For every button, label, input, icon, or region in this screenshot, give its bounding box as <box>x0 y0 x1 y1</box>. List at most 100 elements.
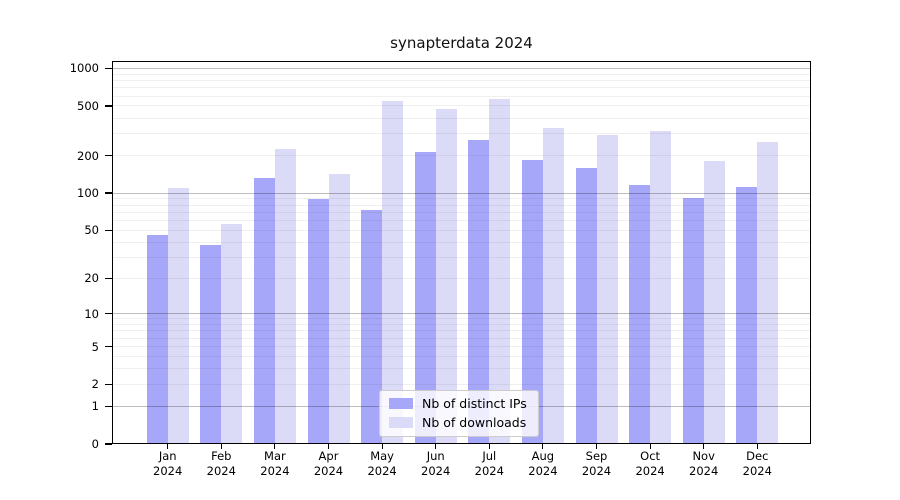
gridline <box>112 133 811 135</box>
x-tick-label-may: May 2024 <box>367 449 397 478</box>
gridline <box>112 192 811 194</box>
y-tick-label-5: 5 <box>91 339 99 354</box>
legend-swatch-downloads-icon <box>389 417 413 428</box>
gridline <box>112 79 811 81</box>
bars-layer <box>112 61 811 444</box>
x-tick-mark <box>488 444 490 449</box>
legend-label-distinct-ips: Nb of distinct IPs <box>422 396 527 411</box>
bar-distinct-ips-sep <box>575 168 597 444</box>
y-tick-mark <box>105 105 112 107</box>
y-tick-label-10: 10 <box>84 306 99 321</box>
y-tick-label-100: 100 <box>77 186 99 201</box>
gridline <box>112 204 811 206</box>
x-tick-mark <box>220 444 222 449</box>
gridline <box>112 368 811 370</box>
gridline <box>112 318 811 320</box>
bar-downloads-apr <box>328 173 350 444</box>
gridline <box>112 355 811 357</box>
gridline <box>112 211 811 213</box>
y-tick-label-1000: 1000 <box>69 61 99 76</box>
gridline <box>112 105 811 107</box>
x-tick-mark <box>703 444 705 449</box>
gridline <box>112 277 811 279</box>
x-tick-label-nov: Nov 2024 <box>689 449 719 478</box>
legend: Nb of distinct IPs Nb of downloads <box>379 390 539 437</box>
gridline <box>112 256 811 258</box>
y-tick-mark <box>105 405 112 407</box>
x-tick-mark <box>756 444 758 449</box>
legend-label-downloads: Nb of downloads <box>422 415 527 430</box>
gridline <box>112 87 811 89</box>
x-tick-label-apr: Apr 2024 <box>313 449 344 478</box>
y-tick-mark <box>105 192 112 194</box>
x-tick-label-mar: Mar 2024 <box>260 449 290 478</box>
bar-downloads-oct <box>650 130 672 444</box>
y-tick-label-500: 500 <box>77 98 99 113</box>
bar-distinct-ips-jul <box>468 140 490 444</box>
x-tick-mark <box>542 444 544 449</box>
y-axis: 1000 500 200 100 50 20 10 5 2 1 0 <box>0 61 99 451</box>
x-axis: Jan 2024 Feb 2024 Mar 2024 Apr 2024 May 2024 Jun 20… <box>0 449 900 489</box>
bar-distinct-ips-aug <box>521 159 543 444</box>
y-tick-label-2: 2 <box>91 377 99 392</box>
bar-downloads-jun <box>435 109 457 444</box>
y-tick-mark <box>105 277 112 280</box>
y-tick-mark <box>105 229 112 231</box>
bar-distinct-ips-may <box>361 209 383 444</box>
gridline <box>112 330 811 332</box>
bar-downloads-mar <box>274 149 296 444</box>
bar-distinct-ips-jan <box>146 234 168 444</box>
x-tick-label-feb: Feb 2024 <box>206 449 236 478</box>
bar-downloads-nov <box>703 161 725 444</box>
chart-title: synapterdata 2024 <box>390 34 533 52</box>
gridline <box>112 95 811 97</box>
bar-downloads-may <box>382 100 404 444</box>
x-tick-mark <box>167 444 169 449</box>
y-tick-label-20: 20 <box>84 271 99 286</box>
y-tick-mark <box>105 67 112 69</box>
gridline <box>112 229 811 231</box>
x-tick-mark <box>435 444 437 449</box>
gridline <box>112 155 811 157</box>
bar-distinct-ips-jun <box>414 152 436 444</box>
bar-downloads-jan <box>167 187 189 444</box>
plot-area <box>112 61 811 444</box>
bar-distinct-ips-mar <box>253 178 275 444</box>
bar-downloads-dec <box>757 141 779 444</box>
gridline <box>112 198 811 200</box>
y-tick-mark <box>105 155 112 157</box>
x-tick-mark <box>595 444 598 449</box>
bar-distinct-ips-oct <box>629 185 651 444</box>
x-tick-label-jun: Jun 2024 <box>421 449 451 478</box>
gridline <box>112 337 811 339</box>
legend-item-downloads: Nb of downloads <box>389 415 527 430</box>
gridline <box>112 346 811 348</box>
y-tick-label-0: 0 <box>91 437 99 451</box>
bar-downloads-feb <box>221 224 243 444</box>
gridline <box>112 383 811 385</box>
grid-layer <box>112 61 811 444</box>
y-tick-mark <box>105 443 112 445</box>
bar-distinct-ips-nov <box>682 198 704 444</box>
x-tick-label-dec: Dec 2024 <box>742 449 772 478</box>
x-tick-mark <box>381 444 383 449</box>
gridline <box>112 324 811 326</box>
bar-distinct-ips-feb <box>200 244 222 444</box>
bar-downloads-jul <box>489 98 511 444</box>
x-tick-mark <box>649 444 651 449</box>
bar-downloads-sep <box>596 134 618 444</box>
gridline <box>112 219 811 221</box>
x-tick-label-aug: Aug 2024 <box>528 449 558 478</box>
gridline <box>112 117 811 119</box>
y-tick-mark <box>105 345 112 348</box>
gridline <box>112 73 811 75</box>
y-tick-label-1: 1 <box>91 399 99 414</box>
gridline <box>112 67 811 69</box>
bar-distinct-ips-apr <box>307 198 329 444</box>
x-tick-label-oct: Oct 2024 <box>635 449 665 478</box>
x-tick-label-sep: Sep 2024 <box>581 449 612 478</box>
x-tick-label-jul: Jul 2024 <box>474 449 504 478</box>
y-tick-mark <box>105 313 112 315</box>
y-tick-mark <box>105 383 112 385</box>
